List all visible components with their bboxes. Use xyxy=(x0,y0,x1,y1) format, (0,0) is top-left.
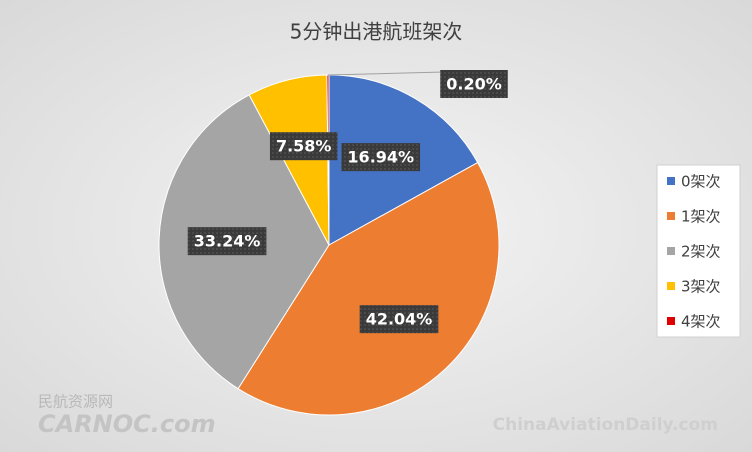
watermark: CARNOC.com xyxy=(38,410,216,438)
watermark: ChinaAviationDaily.com xyxy=(493,415,718,435)
leader-line xyxy=(327,71,445,76)
value-label: 7.58% xyxy=(276,137,332,156)
legend-label: 3架次 xyxy=(681,278,721,296)
legend-swatch xyxy=(667,247,675,255)
value-label: 33.24% xyxy=(194,232,261,251)
value-label-box xyxy=(341,143,421,172)
value-label-box xyxy=(359,305,439,334)
pie-slice xyxy=(237,161,500,416)
legend-label: 4架次 xyxy=(681,313,721,331)
legend-swatch xyxy=(667,177,675,185)
watermark: 民航资源网 xyxy=(38,393,113,411)
value-label: 16.94% xyxy=(347,148,414,167)
legend-swatch xyxy=(667,212,675,220)
chart-title: 5分钟出港航班架次 xyxy=(290,20,463,44)
legend-label: 1架次 xyxy=(681,208,721,226)
legend-swatch xyxy=(667,282,675,290)
legend-swatch xyxy=(667,317,675,325)
legend-label: 2架次 xyxy=(681,243,721,261)
value-label-box xyxy=(440,70,508,98)
legend-label: 0架次 xyxy=(681,173,721,191)
value-label-box xyxy=(269,132,338,161)
value-label-box xyxy=(187,227,267,256)
value-label: 42.04% xyxy=(366,310,433,329)
value-label: 0.20% xyxy=(446,75,502,94)
